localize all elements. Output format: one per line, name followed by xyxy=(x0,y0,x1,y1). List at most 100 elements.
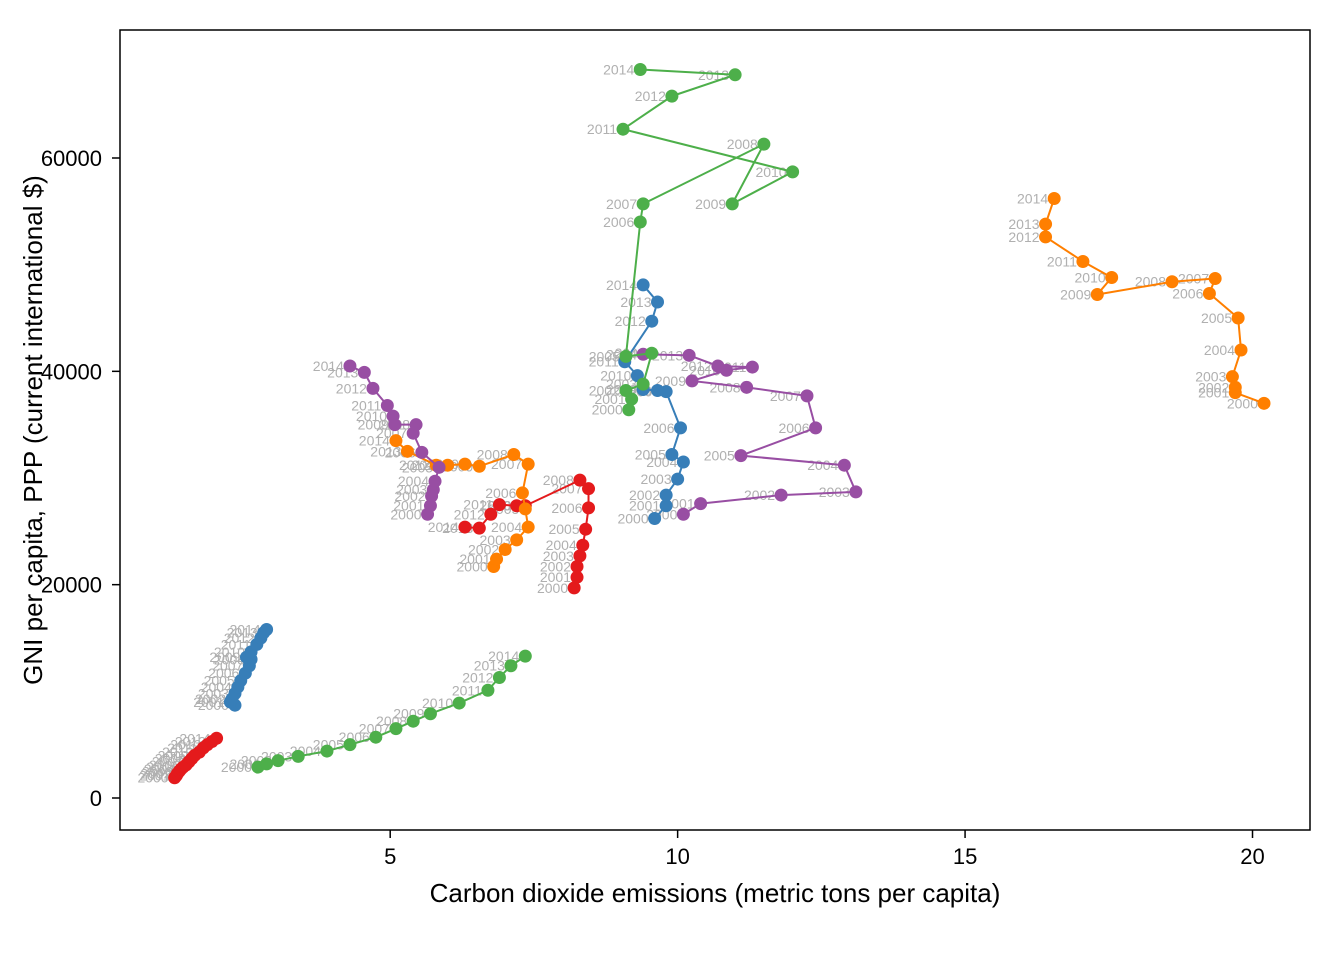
year-label: 2002 xyxy=(629,487,660,503)
series-point-purple-mid xyxy=(849,485,862,498)
year-label: 2008 xyxy=(709,379,740,395)
year-label: 2005 xyxy=(589,348,620,364)
series-point-orange-mid xyxy=(516,486,529,499)
series-point-orange-mid xyxy=(522,521,535,534)
series-point-orange-mid xyxy=(507,448,520,461)
x-tick-label: 5 xyxy=(384,844,396,869)
year-label: 2004 xyxy=(398,473,429,489)
y-tick-label: 0 xyxy=(90,786,102,811)
year-label: 2003 xyxy=(1195,369,1226,385)
series-point-orange-mid xyxy=(499,543,512,556)
series-point-usa-orange xyxy=(1166,275,1179,288)
y-tick-label: 20000 xyxy=(41,573,102,598)
series-point-usa-orange xyxy=(1235,344,1248,357)
year-label: 2004 xyxy=(1204,342,1235,358)
year-label: 2012 xyxy=(336,380,367,396)
series-point-china-green xyxy=(481,684,494,697)
y-tick-label: 60000 xyxy=(41,146,102,171)
series-point-purple-mid xyxy=(686,374,699,387)
series-point-red-upper xyxy=(458,521,471,534)
series-point-orange-mid xyxy=(458,458,471,471)
series-point-green-upper xyxy=(617,123,630,136)
series-point-purple-mid xyxy=(711,360,724,373)
series-point-purple-left xyxy=(410,418,423,431)
series-point-china-green xyxy=(493,671,506,684)
series-point-purple-left xyxy=(429,475,442,488)
series-point-blue-mid xyxy=(677,456,690,469)
series-point-green-upper xyxy=(665,90,678,103)
series-point-turkey-blue xyxy=(260,623,273,636)
series-point-red-upper xyxy=(473,522,486,535)
series-point-red-upper xyxy=(582,501,595,514)
series-point-usa-orange xyxy=(1048,192,1061,205)
year-label: 2009 xyxy=(695,196,726,212)
year-label: 2003 xyxy=(640,471,671,487)
scatter-chart: 51015200200004000060000Carbon dioxide em… xyxy=(0,0,1344,960)
series-point-red-upper xyxy=(484,508,497,521)
series-point-china-green xyxy=(453,697,466,710)
series-point-green-upper xyxy=(637,378,650,391)
year-label: 2002 xyxy=(744,487,775,503)
year-label: 2013 xyxy=(620,294,651,310)
series-point-china-green xyxy=(407,715,420,728)
year-label: 2005 xyxy=(1201,310,1232,326)
series-point-china-green xyxy=(519,650,532,663)
series-point-green-upper xyxy=(619,350,632,363)
series-point-usa-orange xyxy=(1076,255,1089,268)
series-point-blue-mid xyxy=(651,296,664,309)
x-tick-label: 10 xyxy=(665,844,689,869)
year-label: 2004 xyxy=(491,519,522,535)
series-point-orange-mid xyxy=(389,434,402,447)
series-point-purple-mid xyxy=(746,361,759,374)
series-point-red-upper xyxy=(576,539,589,552)
series-point-usa-orange xyxy=(1039,230,1052,243)
series-point-usa-orange xyxy=(1258,397,1271,410)
series-point-blue-mid xyxy=(648,512,661,525)
series-point-purple-mid xyxy=(683,349,696,362)
series-point-china-green xyxy=(369,731,382,744)
series-point-usa-orange xyxy=(1105,271,1118,284)
x-tick-label: 15 xyxy=(953,844,977,869)
series-point-purple-mid xyxy=(734,449,747,462)
series-point-china-green xyxy=(504,659,517,672)
series-point-china-green xyxy=(272,754,285,767)
series-point-usa-orange xyxy=(1039,218,1052,231)
year-label: 2013 xyxy=(1008,216,1039,232)
year-label: 2014 xyxy=(313,358,344,374)
series-point-purple-left xyxy=(415,446,428,459)
series-point-purple-mid xyxy=(677,508,690,521)
series-point-china-green xyxy=(260,757,273,770)
series-point-blue-mid xyxy=(637,278,650,291)
series-point-blue-mid xyxy=(674,421,687,434)
series-point-usa-orange xyxy=(1226,370,1239,383)
series-point-orange-mid xyxy=(473,460,486,473)
year-label: 2006 xyxy=(643,420,674,436)
year-label: 2011 xyxy=(587,121,617,137)
series-point-purple-left xyxy=(343,360,356,373)
series-point-usa-orange xyxy=(1209,272,1222,285)
year-label: 2006 xyxy=(1172,285,1203,301)
chart-container: 51015200200004000060000Carbon dioxide em… xyxy=(0,0,1344,960)
series-point-purple-left xyxy=(366,382,379,395)
series-point-usa-orange xyxy=(1203,287,1216,300)
series-point-orange-mid xyxy=(401,445,414,458)
series-point-usa-orange xyxy=(1232,312,1245,325)
series-point-green-upper xyxy=(726,197,739,210)
series-point-blue-mid xyxy=(645,315,658,328)
series-point-purple-mid xyxy=(809,421,822,434)
y-axis-label: GNI per capita, PPP (current internation… xyxy=(18,175,48,685)
series-point-blue-mid xyxy=(660,489,673,502)
series-point-orange-mid xyxy=(510,533,523,546)
series-point-blue-mid xyxy=(665,448,678,461)
series-point-green-upper xyxy=(619,384,632,397)
series-point-purple-left xyxy=(433,461,446,474)
year-label: 2014 xyxy=(428,519,459,535)
series-point-china-green xyxy=(424,707,437,720)
series-point-green-upper xyxy=(637,197,650,210)
series-point-red-upper xyxy=(579,523,592,536)
series-point-brazil-red xyxy=(210,732,223,745)
year-label: 2006 xyxy=(778,420,809,436)
year-label: 2007 xyxy=(770,388,801,404)
series-point-green-upper xyxy=(634,216,647,229)
year-label: 2012 xyxy=(635,88,666,104)
